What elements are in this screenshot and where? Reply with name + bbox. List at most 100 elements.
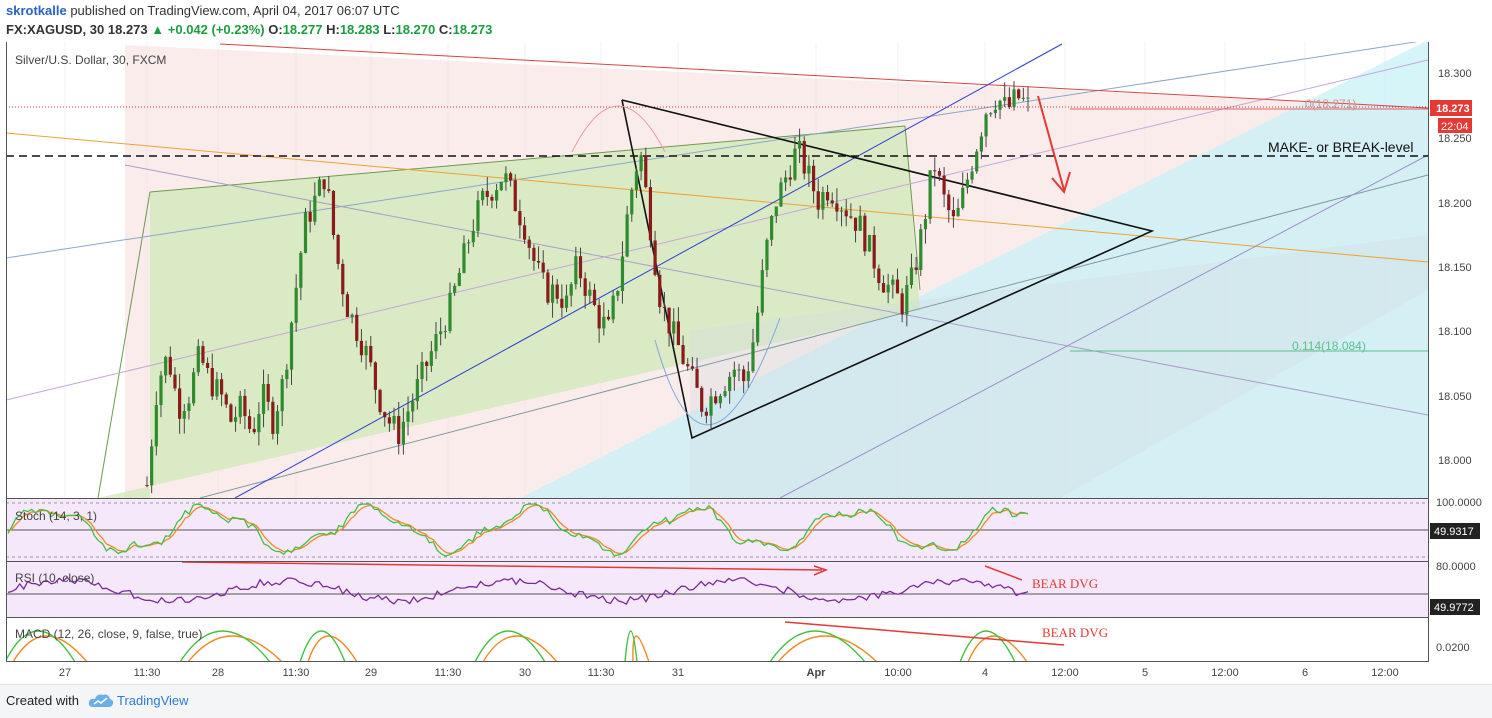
timer-badge bbox=[1438, 118, 1472, 133]
candle-body bbox=[620, 256, 625, 292]
time-tick-label: 11:30 bbox=[588, 667, 615, 679]
candle-body bbox=[933, 170, 937, 172]
candle-body bbox=[597, 305, 601, 329]
candle-body bbox=[821, 191, 825, 210]
time-tick-label: 28 bbox=[212, 667, 224, 679]
close-value: 18.273 bbox=[452, 22, 493, 37]
candle-body bbox=[541, 262, 545, 273]
candle-body bbox=[247, 416, 252, 429]
candle-body bbox=[313, 195, 317, 222]
candle-body bbox=[779, 182, 783, 207]
candle-body bbox=[238, 395, 242, 418]
candle-body bbox=[308, 212, 312, 222]
gray-band bbox=[690, 235, 1428, 498]
candle-body bbox=[1012, 89, 1016, 107]
high-label: H: bbox=[326, 22, 340, 37]
candle-body bbox=[816, 191, 820, 210]
candle-body bbox=[1003, 97, 1007, 101]
candle-body bbox=[373, 362, 378, 390]
candle-body bbox=[788, 177, 792, 180]
candle-body bbox=[168, 356, 172, 375]
cyan-channel bbox=[520, 42, 1428, 498]
candle-body bbox=[583, 278, 587, 296]
publish-info: published on TradingView.com, April 04, … bbox=[70, 3, 400, 18]
candle-body bbox=[215, 379, 219, 397]
time-tick-label: 12:00 bbox=[1371, 667, 1399, 679]
candle-body bbox=[359, 340, 364, 356]
candle-body bbox=[588, 289, 592, 296]
candle-body bbox=[345, 294, 350, 318]
green-channel-top bbox=[149, 125, 906, 193]
candle-body bbox=[555, 284, 559, 299]
candle-body bbox=[881, 283, 886, 293]
candle-body bbox=[858, 215, 862, 231]
candle-body bbox=[984, 114, 988, 137]
high-value: 18.283 bbox=[339, 22, 380, 37]
time-tick-label: 12:00 bbox=[1211, 667, 1239, 679]
macd-pane[interactable]: BEAR DVG MACD (12, 26, close, 9, false, … bbox=[5, 618, 1428, 662]
candle-body bbox=[1026, 97, 1030, 99]
candle-body bbox=[630, 189, 634, 215]
candle-body bbox=[462, 243, 466, 273]
author-link[interactable]: skrotkalle bbox=[6, 3, 67, 18]
candle-body bbox=[415, 379, 419, 402]
candle-body bbox=[527, 239, 531, 248]
candle-body bbox=[420, 361, 424, 380]
open-label: O: bbox=[268, 22, 283, 37]
candle-body bbox=[261, 383, 266, 414]
price-axis[interactable]: 18.300 18.250 18.200 18.150 18.100 18.050 18.0… bbox=[1429, 42, 1492, 662]
candle-body bbox=[602, 316, 606, 329]
candle-body bbox=[504, 173, 508, 183]
chart-canvas[interactable]: Silver/U.S. Dollar, 30, FXCM MAKE- or BR… bbox=[0, 42, 1492, 684]
candle-body bbox=[793, 148, 797, 180]
macd-divergence-line bbox=[784, 621, 1065, 646]
candle-body bbox=[970, 171, 974, 180]
main-pane-title: Silver/U.S. Dollar, 30, FXCM bbox=[15, 53, 166, 67]
candle-body bbox=[546, 272, 550, 303]
candle-body bbox=[280, 379, 284, 412]
stoch-d-line bbox=[7, 504, 1029, 555]
candle-body bbox=[457, 272, 461, 286]
candle-body bbox=[867, 235, 872, 252]
time-axis[interactable]: 27 11:30 28 11:30 29 11:30 30 11:30 31 Apr 10:00 4 1… bbox=[59, 667, 1399, 679]
time-tick-label: 30 bbox=[519, 667, 531, 679]
rsi-pane[interactable]: BEAR DVG RSI (10, close) bbox=[6, 561, 1428, 617]
candle-body bbox=[378, 389, 382, 413]
candle-body bbox=[201, 346, 205, 363]
candle-body bbox=[872, 235, 876, 269]
candle-body bbox=[700, 387, 704, 412]
candle-body bbox=[965, 179, 970, 188]
time-tick-label: 27 bbox=[59, 667, 71, 679]
rsi-line bbox=[7, 576, 1029, 605]
candle-body bbox=[784, 177, 788, 183]
stoch-pane[interactable]: Stoch (14, 3, 1) bbox=[6, 499, 1428, 561]
price-change: +0.042 (+0.23%) bbox=[167, 22, 265, 37]
fib-0114-label: 0.114(18.084) bbox=[1292, 339, 1366, 353]
candle-body bbox=[192, 372, 196, 404]
tradingview-cloud-icon[interactable] bbox=[88, 692, 114, 715]
candle-body bbox=[886, 284, 890, 293]
candle-body bbox=[942, 175, 946, 195]
up-arrow-icon: ▲ bbox=[151, 22, 165, 37]
candle-body bbox=[839, 210, 844, 212]
time-tick-label: Apr bbox=[807, 667, 827, 679]
candle-body bbox=[173, 374, 177, 389]
created-with-label: Created with bbox=[6, 693, 79, 708]
candle-body bbox=[448, 292, 452, 332]
main-pane[interactable]: Silver/U.S. Dollar, 30, FXCM MAKE- or BR… bbox=[6, 42, 1428, 498]
candle-body bbox=[923, 218, 928, 230]
trendline-red-resistance bbox=[219, 43, 1428, 109]
candle-body bbox=[811, 165, 816, 192]
candle-body bbox=[797, 141, 802, 149]
tradingview-link[interactable]: TradingView bbox=[117, 693, 189, 708]
macd-signal-line bbox=[12, 635, 1028, 661]
rsi-badge bbox=[1430, 599, 1480, 615]
candle-body bbox=[266, 383, 270, 402]
candle-body bbox=[732, 369, 736, 377]
candle-body bbox=[387, 417, 391, 424]
candle-body bbox=[299, 252, 303, 288]
trendline-violet-down bbox=[124, 164, 1428, 416]
candle-body bbox=[243, 395, 247, 417]
price-tick-label: 18.200 bbox=[1438, 198, 1472, 210]
candle-body bbox=[331, 190, 336, 235]
